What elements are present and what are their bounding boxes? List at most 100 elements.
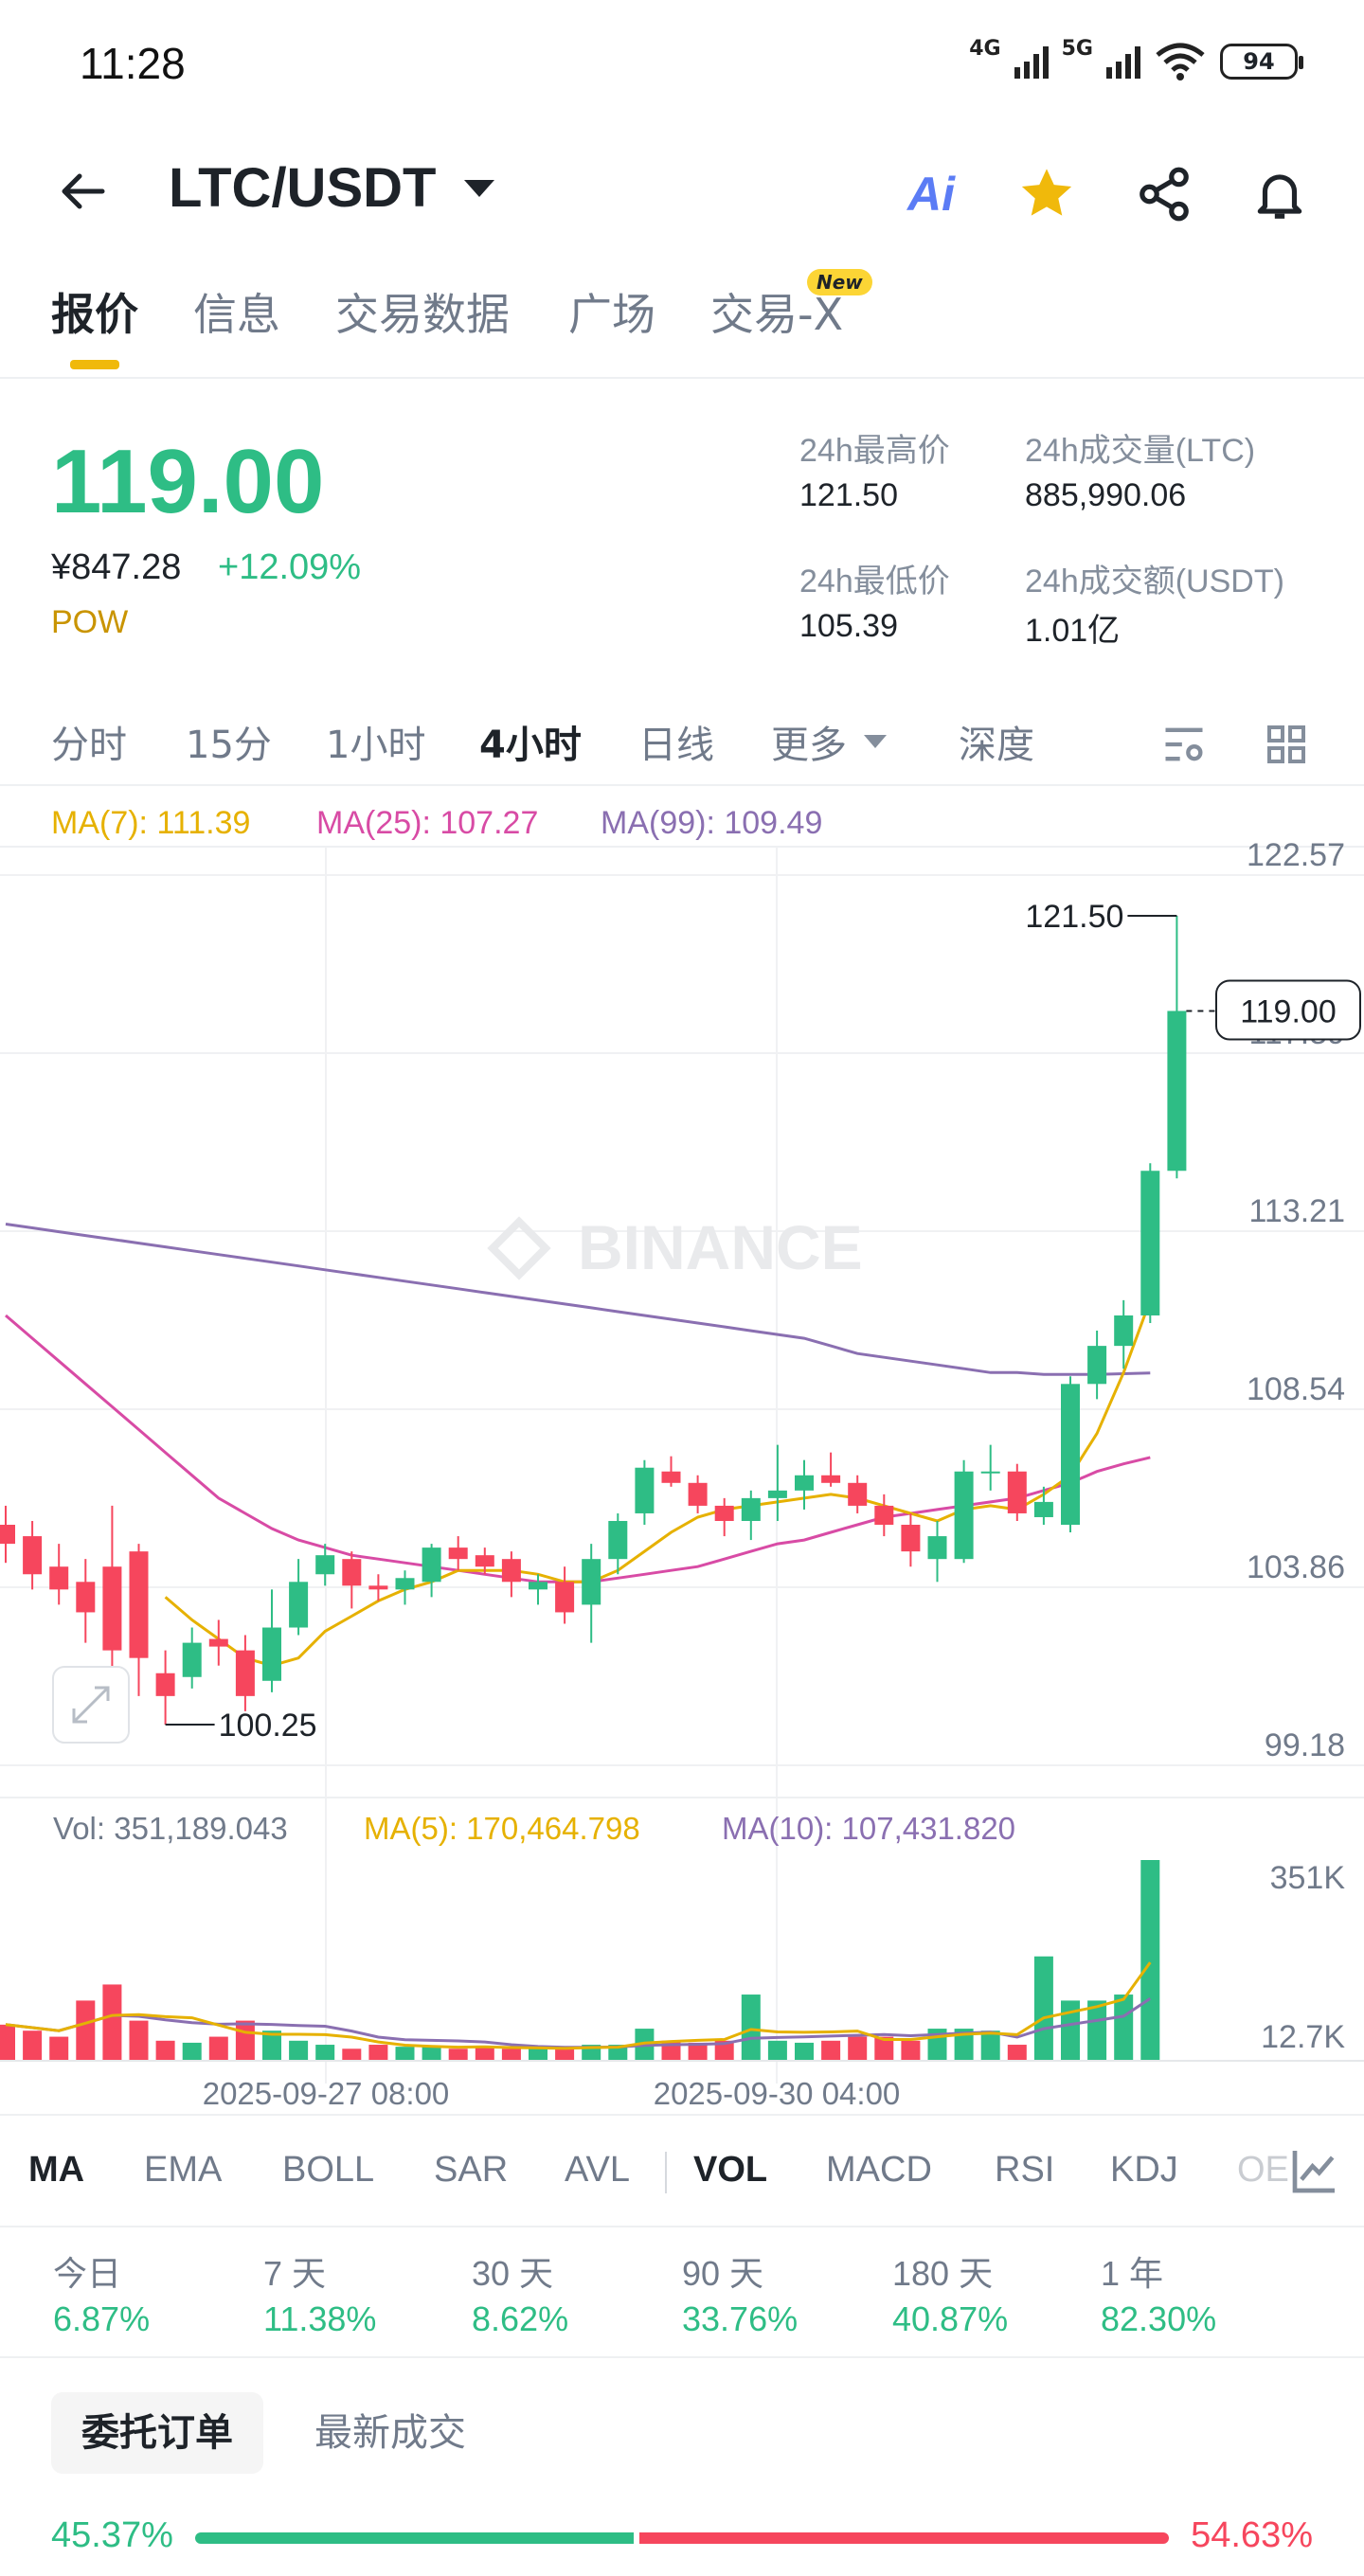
share-icon[interactable] [1131, 161, 1197, 227]
price-change: +12.09% [218, 547, 362, 587]
vol-legend: Vol: 351,189.043 [53, 1811, 288, 1846]
last-price-box [1215, 979, 1361, 1041]
ma99-line [5, 1223, 1151, 1376]
bell-icon[interactable] [1247, 161, 1313, 227]
volume-bar-down [848, 2036, 868, 2061]
sell-ratio-bar [639, 2532, 1169, 2544]
candle-down [688, 1482, 708, 1506]
indicator-chart-icon[interactable] [1288, 2144, 1341, 2197]
candle-up [582, 1559, 601, 1605]
candle-up [1140, 1171, 1160, 1315]
indicator-ema[interactable]: EMA [144, 2150, 223, 2190]
indicator-sar[interactable]: SAR [434, 2150, 509, 2190]
indicator-oe[interactable]: OE [1237, 2150, 1289, 2190]
star-icon[interactable] [1014, 161, 1080, 227]
perf-value: 33.76% [682, 2299, 799, 2338]
ma7-line [164, 1299, 1152, 1668]
indicator-kdj[interactable]: KDJ [1110, 2150, 1178, 2190]
pair-selector[interactable]: LTC/USDT [169, 157, 437, 219]
candle-down [448, 1547, 468, 1560]
candle-down [76, 1582, 96, 1613]
chevron-down-icon[interactable] [464, 180, 494, 197]
candle-down [49, 1566, 69, 1590]
candle-down [102, 1566, 122, 1651]
low-marker-label: 100.25 [219, 1708, 317, 1744]
volume-value: 885,990.06 [1025, 477, 1187, 513]
network-5g-label: 5G [1061, 36, 1093, 61]
binance-logo-icon [487, 1216, 551, 1280]
wifi-icon [1156, 43, 1205, 80]
indicator-rsi[interactable]: RSI [995, 2150, 1055, 2190]
x-tick-label: 2025-09-27 08:00 [203, 2076, 450, 2111]
volume-bar-down [342, 2048, 362, 2061]
volume-bar-up [1033, 1956, 1053, 2061]
volume-bar-down [49, 2036, 69, 2061]
ai-icon[interactable]: Ai [898, 161, 964, 227]
indicator-ma[interactable]: MA [28, 2150, 85, 2190]
candle-up [289, 1582, 309, 1628]
indicator-boll[interactable]: BOLL [282, 2150, 375, 2190]
candle-down [501, 1559, 521, 1583]
vol-ma5-legend: MA(5): 170,464.798 [364, 1811, 640, 1846]
indicator-vol[interactable]: VOL [693, 2150, 768, 2190]
candle-down [368, 1585, 388, 1590]
status-bar: 11:28 4G 5G 94 [0, 0, 1364, 142]
indicator-macd[interactable]: MACD [826, 2150, 932, 2190]
interval-4h[interactable]: 4小时 [479, 724, 582, 767]
back-arrow-icon[interactable] [55, 163, 112, 220]
interval-line[interactable]: 分时 [51, 724, 127, 767]
chart-settings-icon[interactable] [1159, 720, 1209, 769]
candle-up [1033, 1501, 1053, 1517]
interval-more[interactable]: 更多 [771, 724, 847, 767]
volume-bar-down [501, 2048, 521, 2061]
y-tick-label: 99.18 [1265, 1727, 1345, 1763]
volume-bar-down [102, 1984, 122, 2061]
pow-tag[interactable]: POW [51, 604, 129, 640]
tab-info[interactable]: 信息 [193, 289, 280, 340]
perf-label: 90 天 [682, 2254, 764, 2293]
volume-bar-up [1061, 2000, 1080, 2061]
sell-ratio: 54.63% [1191, 2515, 1313, 2555]
volume-bar-down [1007, 2045, 1027, 2061]
candle-down [475, 1555, 494, 1567]
tab-recent-trades[interactable]: 最新成交 [314, 2411, 466, 2455]
y-tick-label: 113.21 [1249, 1193, 1345, 1229]
tab-square[interactable]: 广场 [568, 289, 655, 340]
candle-down [23, 1536, 43, 1575]
indicator-avl[interactable]: AVL [565, 2150, 631, 2190]
volume-bar-down [475, 2047, 494, 2061]
tab-order-book[interactable]: 委托订单 [51, 2392, 263, 2474]
volume-bar-down [23, 2030, 43, 2061]
volume-bar-up [767, 2040, 787, 2061]
x-tick-label: 2025-09-30 04:00 [654, 2076, 901, 2111]
candle-up [1087, 1346, 1107, 1385]
vol-ma10-legend: MA(10): 107,431.820 [722, 1811, 1015, 1846]
grid-layout-icon[interactable] [1264, 722, 1309, 767]
volume-bar-up [422, 2047, 441, 2061]
kline-svg[interactable]: BINANCE122.57117.89113.21108.54103.8699.… [0, 786, 1364, 2112]
indicator-divider [665, 2152, 667, 2193]
low-label: 24h最低价 [799, 564, 950, 599]
interval-1h[interactable]: 1小时 [326, 724, 426, 767]
tab-bar: 报价 信息 交易数据 广场 交易-X New [0, 269, 1364, 379]
battery-icon: 94 [1220, 44, 1303, 80]
volume-bar-up [980, 2030, 1000, 2061]
high-value: 121.50 [799, 477, 898, 513]
tab-trade-data[interactable]: 交易数据 [335, 289, 510, 340]
interval-1d[interactable]: 日线 [638, 724, 714, 767]
interval-bar: 分时 15分 1小时 4小时 日线 更多 深度 [0, 701, 1364, 786]
interval-15m[interactable]: 15分 [186, 724, 272, 767]
candle-up [262, 1627, 281, 1681]
candle-up [795, 1475, 814, 1491]
volume-bar-down [874, 2036, 894, 2061]
ma99-legend: MA(99): 109.49 [601, 805, 823, 841]
order-tabs: 委托订单 最新成交 [0, 2387, 1364, 2481]
perf-label: 180 天 [892, 2254, 994, 2293]
tab-quote[interactable]: 报价 [51, 289, 138, 340]
volume-bar-down [368, 2045, 388, 2061]
chevron-down-icon[interactable] [864, 735, 887, 748]
perf-90d: 90 天 33.76% [682, 2246, 798, 2339]
kline-chart[interactable]: MA(7): 111.39 MA(25): 107.27 MA(99): 109… [0, 786, 1364, 2112]
tab-trade-x[interactable]: 交易-X [710, 289, 844, 340]
interval-depth[interactable]: 深度 [959, 724, 1034, 767]
